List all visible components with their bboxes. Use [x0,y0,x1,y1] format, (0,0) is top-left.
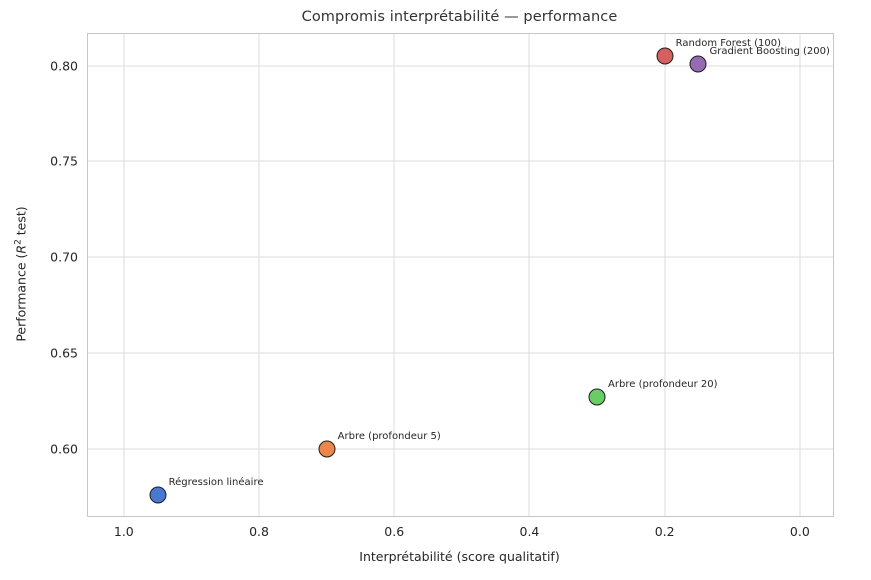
point-annotation: Arbre (profondeur 5) [337,430,441,442]
y-tick-label: 0.75 [50,153,78,169]
y-axis-label-post: test) [13,206,29,240]
gridline-vertical [258,34,260,516]
point-annotation: Régression linéaire [168,476,264,488]
y-tick-label: 0.65 [50,345,78,361]
gridline-horizontal [88,352,833,354]
gridline-vertical [123,34,125,516]
point-annotation: Arbre (profondeur 20) [608,379,718,391]
gridline-horizontal [88,256,833,258]
y-tick-label: 0.80 [50,58,78,74]
y-tick-label: 0.70 [50,249,78,265]
scatter-point [318,440,336,458]
x-tick-label: 0.6 [384,524,405,539]
chart-title: Compromis interprétabilité — performance [301,9,618,25]
gridline-vertical [393,34,395,516]
gridline-horizontal [88,448,833,450]
plot-area: 1.0 0.8 0.6 0.4 0.2 0.0 0.60 0.65 0.70 0.75 0.80 Ré… [50,33,834,539]
x-tick-label: 1.0 [113,524,134,539]
x-tick-label: 0.8 [249,524,269,539]
y-axis-label-var: R [13,244,29,254]
gridline-horizontal [88,65,833,67]
y-axis-label-pre: Performance ( [13,253,29,342]
x-tick-label: 0.4 [519,524,540,539]
x-tick-label: 0.0 [789,524,810,539]
x-tick-label: 0.2 [654,524,675,539]
gridline-vertical [799,34,801,516]
point-annotation: Random Forest (100) [675,38,781,50]
x-axis-label: Interprétabilité (score qualitatif) [359,549,560,564]
gridline-vertical [528,34,530,516]
scatter-point [689,55,707,73]
gridline-horizontal [88,160,833,162]
gridline-vertical [664,34,666,516]
y-axis-label: Performance (R2 test) [13,206,28,341]
scatter-point [656,47,674,65]
y-axis-label-sup: 2 [13,239,24,245]
scatter-point [149,486,167,504]
point-annotation: Gradient Boosting (200) [709,45,830,57]
y-tick-label: 0.60 [50,441,78,457]
scatter-point [588,388,606,406]
